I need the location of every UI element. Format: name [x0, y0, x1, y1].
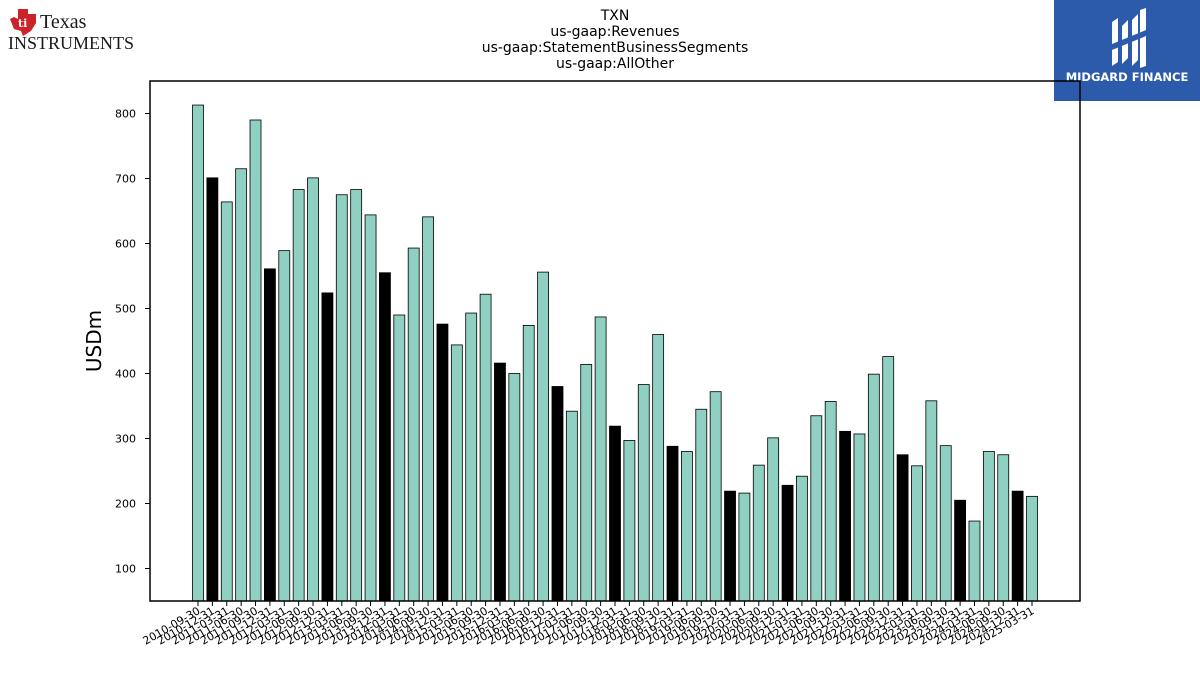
bar [436, 323, 449, 602]
bar [939, 445, 952, 602]
bar [925, 400, 938, 602]
chart-title-line: us-gaap:StatementBusinessSegments [482, 40, 749, 56]
chart-title-line: us-gaap:AllOther [556, 56, 674, 72]
bar [307, 177, 319, 602]
bar [882, 356, 895, 602]
bar [911, 465, 923, 602]
bar [796, 475, 808, 602]
bars-group [192, 104, 1038, 602]
bar [407, 247, 420, 602]
bar [896, 454, 909, 602]
texas-instruments-logo: ti Texas Instruments [8, 9, 134, 52]
bar [206, 177, 219, 602]
bar [810, 415, 823, 602]
svg-text:ti: ti [18, 17, 27, 30]
bar [1026, 495, 1038, 602]
bar [335, 194, 348, 602]
bar [422, 216, 434, 602]
y-tick-label: 400 [115, 368, 136, 381]
y-tick-label: 600 [115, 238, 136, 251]
ti-logo-mark: ti [10, 9, 36, 36]
bar [220, 201, 233, 602]
chart-title: TXNus-gaap:Revenuesus-gaap:StatementBusi… [482, 8, 749, 72]
bar [278, 250, 291, 602]
y-tick-label: 500 [115, 303, 136, 316]
bar [681, 451, 693, 602]
bar [321, 292, 334, 602]
bar [954, 499, 966, 602]
bar [292, 189, 305, 602]
bar [752, 464, 765, 602]
bar [666, 445, 679, 602]
bar [738, 492, 751, 602]
midgard-logo-text: MIDGARD FINANCE [1066, 70, 1189, 84]
chart-title-line: us-gaap:Revenues [550, 24, 679, 40]
bar [767, 437, 780, 602]
y-tick-label: 700 [115, 173, 136, 186]
bar [508, 373, 521, 602]
y-tick-label: 200 [115, 498, 136, 511]
ti-logo-line1: Texas [40, 11, 87, 33]
bar [781, 484, 794, 602]
y-axis-label: USDm [82, 310, 106, 372]
x-axis-ticks: 2010-09-302010-12-312011-03-312011-06-30… [141, 601, 1037, 648]
bar [235, 168, 248, 602]
y-tick-label: 300 [115, 433, 136, 446]
bar [853, 433, 866, 602]
plot-frame [149, 80, 1081, 602]
bar [637, 384, 650, 602]
bar [537, 271, 549, 602]
bar [652, 334, 665, 602]
bar [393, 314, 406, 602]
bar [709, 391, 722, 602]
ti-logo-line2: Instruments [8, 33, 134, 52]
bar [450, 344, 463, 602]
bar [609, 425, 621, 602]
bar [479, 293, 492, 602]
bar [594, 316, 607, 602]
bar [263, 268, 276, 602]
y-tick-label: 800 [115, 108, 136, 121]
bar [695, 408, 708, 602]
bar [968, 520, 981, 602]
bar [379, 272, 391, 602]
bar [249, 119, 262, 602]
bar [192, 104, 204, 602]
bar [522, 324, 535, 602]
bar [824, 401, 837, 602]
bar [1011, 490, 1024, 602]
midgard-logo-mark: MIDGARD FINANCE [1066, 8, 1189, 84]
bar [997, 454, 1010, 602]
bar [580, 363, 593, 602]
midgard-finance-logo: MIDGARD FINANCE [1054, 0, 1200, 101]
bar [565, 410, 578, 602]
y-tick-label: 100 [115, 563, 136, 576]
bar [551, 386, 564, 602]
bar [350, 189, 363, 602]
bar [494, 362, 506, 602]
bar [839, 430, 851, 602]
bar [982, 451, 995, 602]
bar [465, 312, 478, 602]
bar [364, 214, 377, 602]
bar [867, 373, 880, 602]
chart-title-line: TXN [600, 8, 630, 24]
y-axis-ticks: 100 200 300 400 500 600 700 800 [115, 108, 150, 576]
bar [724, 490, 736, 602]
bar [623, 440, 636, 602]
